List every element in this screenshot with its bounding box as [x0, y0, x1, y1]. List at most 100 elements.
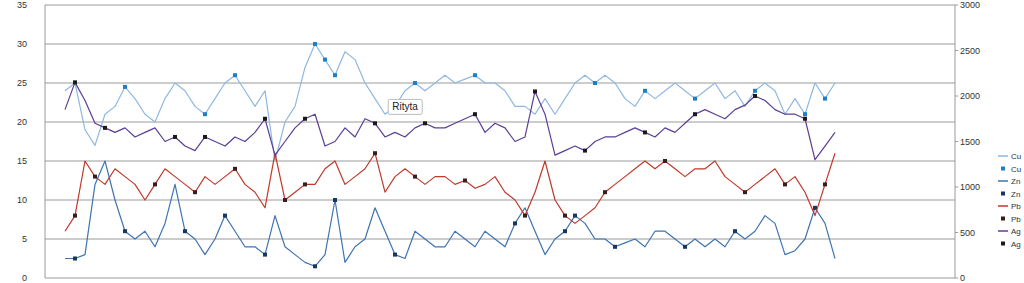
legend-label: Cu [1011, 165, 1021, 174]
series-line [65, 44, 835, 161]
series-marker [563, 214, 567, 218]
series-marker [73, 214, 77, 218]
series-marker [473, 73, 477, 77]
series-marker [693, 97, 697, 101]
series-marker [373, 151, 377, 155]
series-marker [733, 229, 737, 233]
series-line [65, 153, 835, 231]
series-marker [593, 81, 597, 85]
series-marker [563, 229, 567, 233]
series-marker [803, 112, 807, 116]
series-marker [803, 117, 807, 121]
series-marker [533, 89, 537, 93]
y-tick-label: 15 [17, 156, 27, 166]
series-marker [203, 112, 207, 116]
y-tick-label: 20 [17, 117, 27, 127]
y-tick-label: 25 [17, 78, 27, 88]
series-marker [643, 130, 647, 134]
series-marker [333, 198, 337, 202]
series-marker [193, 190, 197, 194]
y-tick-label: 0 [22, 273, 27, 283]
y2-tick-label: 3000 [960, 0, 980, 10]
legend-label: Pb [1011, 215, 1021, 224]
series-marker [173, 135, 177, 139]
grid-line [45, 83, 955, 84]
series-marker [233, 73, 237, 77]
y-tick-label: 5 [22, 234, 27, 244]
series-marker [823, 182, 827, 186]
series-marker [463, 179, 467, 183]
y2-tick-label: 2000 [960, 91, 980, 101]
series-marker [683, 245, 687, 249]
annotation-box [388, 99, 422, 114]
series-marker [393, 253, 397, 257]
series-marker [753, 89, 757, 93]
legend-swatch [1001, 192, 1005, 196]
plot-area [65, 42, 835, 268]
series-marker [743, 190, 747, 194]
annotation-text: Rityta [392, 101, 418, 112]
series-line [65, 82, 835, 159]
series-marker [373, 121, 377, 125]
series-marker [103, 126, 107, 130]
series-marker [223, 214, 227, 218]
series-marker [283, 198, 287, 202]
legend-label: Ag [1011, 227, 1021, 236]
y-tick-label: 30 [17, 39, 27, 49]
series-marker [693, 112, 697, 116]
legend: CuCuZnZnPbPbAgAg [998, 152, 1021, 249]
legend-label: Ag [1011, 240, 1021, 249]
axis-left [45, 5, 46, 278]
legend-label: Zn [1011, 177, 1020, 186]
legend-swatch [1001, 242, 1005, 246]
series-marker [473, 112, 477, 116]
axis-right [955, 5, 956, 278]
series-marker [333, 73, 337, 77]
series-marker [813, 206, 817, 210]
grid-line [45, 122, 955, 123]
series-marker [313, 264, 317, 268]
y2-tick-label: 1500 [960, 137, 980, 147]
series-marker [523, 214, 527, 218]
series-marker [323, 58, 327, 62]
chart-container: 05101520253035050010001500200025003000Ri… [0, 0, 1024, 283]
series-marker [783, 182, 787, 186]
legend-label: Pb [1011, 202, 1021, 211]
grid-line [45, 44, 955, 45]
y2-tick-label: 500 [960, 228, 975, 238]
legend-swatch [1001, 217, 1005, 221]
series-marker [183, 229, 187, 233]
series-marker [73, 80, 77, 84]
legend-label: Zn [1011, 190, 1020, 199]
series-marker [233, 167, 237, 171]
legend-swatch [998, 180, 1008, 182]
grid-line [45, 200, 955, 201]
y2-tick-label: 2500 [960, 46, 980, 56]
series-marker [613, 245, 617, 249]
grid [45, 5, 955, 278]
series-marker [303, 117, 307, 121]
legend-swatch [998, 205, 1008, 207]
legend-swatch [1001, 167, 1005, 171]
y-tick-label: 35 [17, 0, 27, 10]
series-marker [153, 182, 157, 186]
grid-line [45, 5, 955, 6]
chart-svg: 05101520253035050010001500200025003000Ri… [0, 0, 1024, 283]
series-marker [413, 175, 417, 179]
grid-line [45, 239, 955, 240]
series-marker [123, 229, 127, 233]
series-marker [303, 182, 307, 186]
series-marker [573, 214, 577, 218]
series-marker [753, 94, 757, 98]
series-line [65, 161, 835, 266]
y2-tick-label: 0 [960, 273, 965, 283]
series-marker [643, 89, 647, 93]
series-marker [123, 85, 127, 89]
series-marker [313, 42, 317, 46]
series-marker [823, 97, 827, 101]
series-marker [513, 221, 517, 225]
series-marker [263, 253, 267, 257]
legend-swatch [998, 155, 1008, 157]
annotation: Rityta [388, 99, 422, 114]
series-marker [423, 121, 427, 125]
